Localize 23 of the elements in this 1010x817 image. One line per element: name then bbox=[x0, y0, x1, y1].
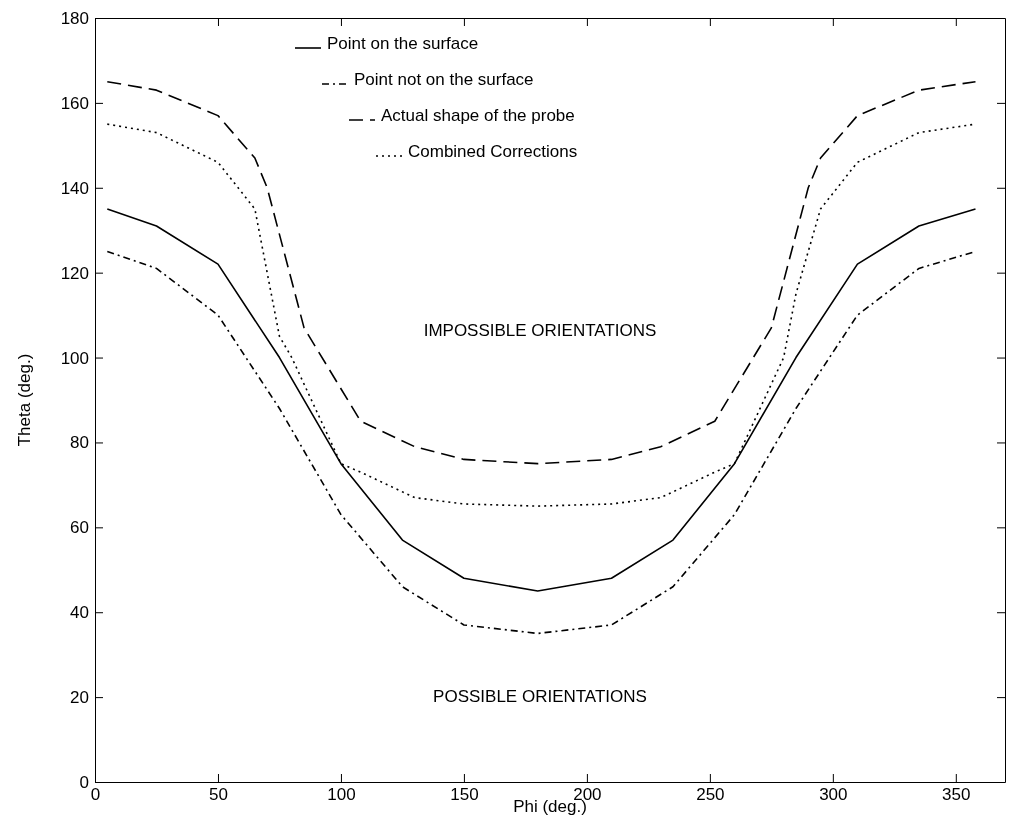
x-tick-label: 100 bbox=[327, 785, 356, 805]
annotation: IMPOSSIBLE ORIENTATIONS bbox=[423, 320, 657, 340]
x-tick-label: 300 bbox=[819, 785, 848, 805]
y-tick-label: 80 bbox=[70, 433, 89, 453]
y-tick-label: 0 bbox=[79, 772, 89, 792]
y-tick-label: 60 bbox=[70, 518, 89, 538]
y-axis-title: Theta (deg.) bbox=[15, 353, 34, 447]
y-tick-label: 100 bbox=[60, 348, 89, 368]
legend-label: Actual shape of the probe bbox=[381, 106, 575, 126]
x-tick-label: 150 bbox=[450, 785, 479, 805]
x-tick-label: 250 bbox=[696, 785, 725, 805]
legend-label: Point not on the surface bbox=[354, 70, 534, 90]
x-tick-label: 350 bbox=[942, 785, 971, 805]
y-tick-label: 180 bbox=[60, 8, 89, 28]
annotation: POSSIBLE ORIENTATIONS bbox=[433, 687, 647, 707]
y-tick-label: 160 bbox=[60, 93, 89, 113]
y-tick-label: 120 bbox=[60, 263, 89, 283]
y-tick-label: 140 bbox=[60, 178, 89, 198]
y-tick-label: 20 bbox=[70, 688, 89, 708]
legend-label: Combined Corrections bbox=[408, 142, 578, 162]
y-tick-label: 40 bbox=[70, 603, 89, 623]
legend-label: Point on the surface bbox=[327, 34, 479, 54]
x-tick-label: 50 bbox=[209, 785, 228, 805]
